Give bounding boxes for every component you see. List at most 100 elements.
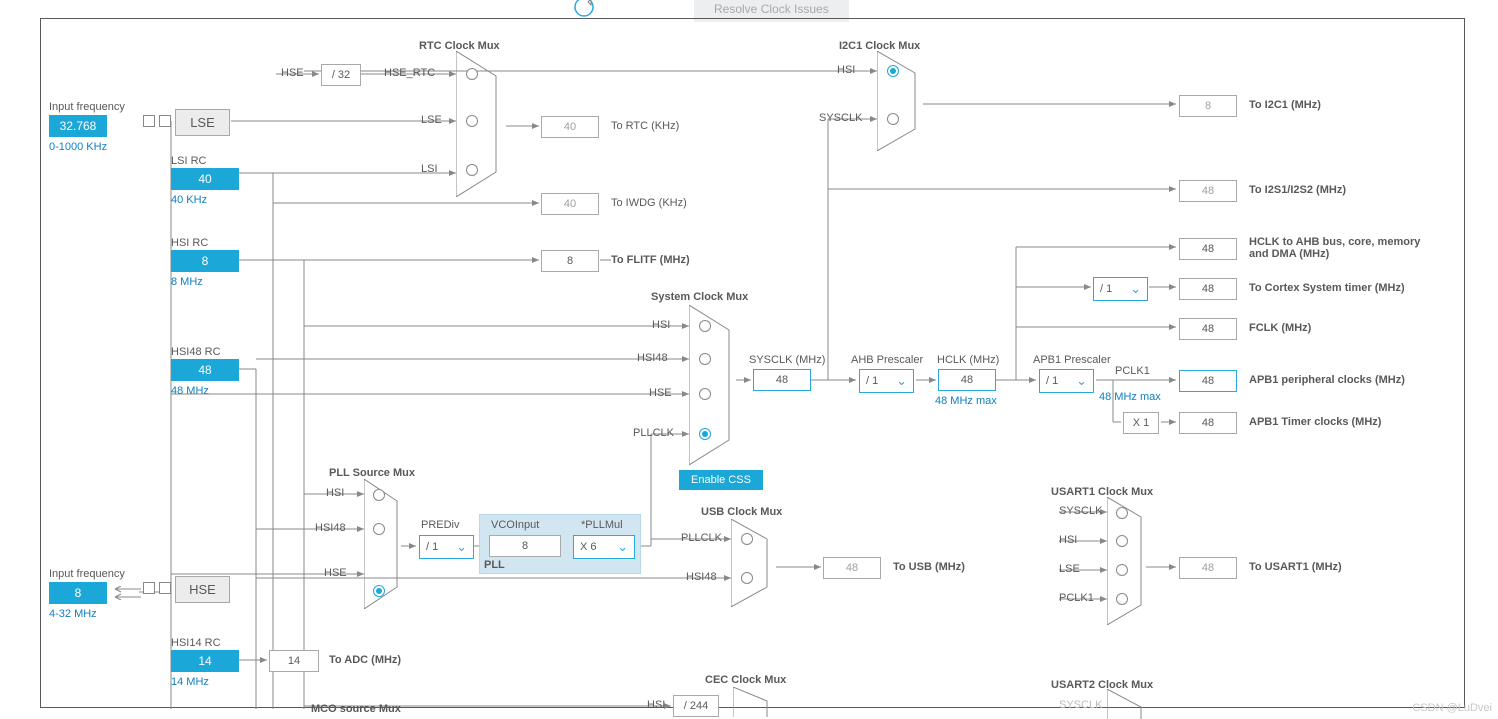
rtc-lsi-label: LSI	[421, 163, 438, 175]
pll-hsi48-label: HSI48	[315, 522, 346, 534]
usb-mux-pllclk-radio[interactable]	[741, 533, 753, 545]
watermark-text: CSDN @LuDvei	[1412, 702, 1492, 714]
prediv-select[interactable]: / 1	[419, 535, 474, 559]
pll-hse-label: HSE	[324, 567, 347, 579]
adc-out-value: 14	[269, 650, 319, 672]
input-freq-1-value[interactable]: 32.768	[49, 115, 107, 137]
sys-mux-pllclk-radio[interactable]	[699, 428, 711, 440]
i2c1-mux-sysclk-radio[interactable]	[887, 113, 899, 125]
sys-mux-hsi-radio[interactable]	[699, 320, 711, 332]
vco-value: 8	[489, 535, 561, 557]
hsi-label: HSI RC	[171, 237, 208, 249]
pll-hsi-label: HSI	[326, 487, 344, 499]
usart2-sysclk-label: SYSCLK	[1059, 699, 1102, 711]
hse-enable-checkbox[interactable]	[143, 582, 155, 594]
lse-block: LSE	[175, 109, 230, 136]
usart1-mux[interactable]	[1107, 497, 1149, 625]
usb-mux[interactable]	[731, 519, 776, 607]
usb-pllclk-label: PLLCLK	[681, 532, 722, 544]
usart1-sysclk-label: SYSCLK	[1059, 505, 1102, 517]
pll-mux-hsi-radio[interactable]	[373, 489, 385, 501]
adc-out-label: To ADC (MHz)	[329, 654, 401, 666]
lse-bypass-checkbox[interactable]	[159, 115, 171, 127]
input-freq-1-range: 0-1000 KHz	[49, 141, 107, 153]
sys-mux-title: System Clock Mux	[651, 291, 748, 303]
ahb-label: AHB Prescaler	[851, 354, 923, 366]
hsi14-unit: 14 MHz	[171, 676, 209, 688]
apb1-periph-out-value: 48	[1179, 370, 1237, 392]
rtc-mux-hse-radio[interactable]	[466, 68, 478, 80]
i2c1-mux[interactable]	[877, 51, 923, 151]
usart1-pclk1-label: PCLK1	[1059, 592, 1094, 604]
input-freq-2-label: Input frequency	[49, 568, 125, 580]
rtc-mux-lsi-radio[interactable]	[466, 164, 478, 176]
usart1-out-value: 48	[1179, 557, 1237, 579]
usb-hsi48-label: HSI48	[686, 571, 717, 583]
refresh-icon[interactable]	[571, 0, 597, 20]
i2c1-sysclk-label: SYSCLK	[819, 112, 862, 124]
hse-block: HSE	[175, 576, 230, 603]
vco-label: VCOInput	[491, 519, 539, 531]
hse-bypass-checkbox[interactable]	[159, 582, 171, 594]
usart1-mux-pclk1-radio[interactable]	[1116, 593, 1128, 605]
pclk1-label: PCLK1	[1115, 365, 1150, 377]
i2s-out-value: 48	[1179, 180, 1237, 202]
lsi-label: LSI RC	[171, 155, 206, 167]
rtc-mux[interactable]	[456, 51, 506, 197]
cortex-div-select[interactable]: / 1	[1093, 277, 1148, 301]
usart2-mux[interactable]	[1107, 689, 1149, 719]
iwdg-out-label: To IWDG (KHz)	[611, 197, 687, 209]
hsi48-unit: 48 MHz	[171, 385, 209, 397]
hclk-ahb-out-label: HCLK to AHB bus, core, memory and DMA (M…	[1249, 236, 1429, 260]
i2c1-out-value: 8	[1179, 95, 1237, 117]
i2c1-out-label: To I2C1 (MHz)	[1249, 99, 1321, 111]
input-freq-2-range: 4-32 MHz	[49, 608, 97, 620]
sys-hsi-label: HSI	[652, 319, 670, 331]
fclk-out-value: 48	[1179, 318, 1237, 340]
lsi-unit: 40 KHz	[171, 194, 207, 206]
input-freq-2-value[interactable]: 8	[49, 582, 107, 604]
hclk-label: HCLK (MHz)	[937, 354, 999, 366]
sys-clock-mux[interactable]	[689, 305, 737, 465]
rtc-hse-label: HSE	[281, 67, 304, 79]
apb1-select[interactable]: / 1	[1039, 369, 1094, 393]
rtc-hse-divider: / 32	[321, 64, 361, 86]
i2c1-mux-hsi-radio[interactable]	[887, 65, 899, 77]
rtc-lse-label: LSE	[421, 114, 442, 126]
cortex-out-value: 48	[1179, 278, 1237, 300]
cortex-out-label: To Cortex System timer (MHz)	[1249, 282, 1405, 294]
sys-mux-hsi48-radio[interactable]	[699, 353, 711, 365]
usart1-mux-sysclk-radio[interactable]	[1116, 507, 1128, 519]
pllmul-select[interactable]: X 6	[573, 535, 635, 559]
sysclk-value[interactable]: 48	[753, 369, 811, 391]
apb1-label: APB1 Prescaler	[1033, 354, 1111, 366]
usb-out-label: To USB (MHz)	[893, 561, 965, 573]
rtc-out-value: 40	[541, 116, 599, 138]
pllmul-label: *PLLMul	[581, 519, 623, 531]
pll-mux-hse-radio[interactable]	[373, 585, 385, 597]
lse-enable-checkbox[interactable]	[143, 115, 155, 127]
hclk-ahb-out-value: 48	[1179, 238, 1237, 260]
rtc-out-label: To RTC (KHz)	[611, 120, 679, 132]
hclk-value[interactable]: 48	[938, 369, 996, 391]
apb1-periph-out-label: APB1 peripheral clocks (MHz)	[1249, 374, 1405, 386]
enable-css-button[interactable]: Enable CSS	[679, 470, 763, 490]
rtc-mux-lse-radio[interactable]	[466, 115, 478, 127]
hsi48-label: HSI48 RC	[171, 346, 221, 358]
flitf-out-value: 8	[541, 250, 599, 272]
pll-mux-hsi48-radio[interactable]	[373, 523, 385, 535]
mco-mux-title: MCO source Mux	[311, 703, 401, 715]
rtc-hse-rtc-label: HSE_RTC	[384, 67, 435, 79]
sysclk-label: SYSCLK (MHz)	[749, 354, 825, 366]
i2s-out-label: To I2S1/I2S2 (MHz)	[1249, 184, 1346, 196]
usart1-mux-lse-radio[interactable]	[1116, 564, 1128, 576]
usb-mux-hsi48-radio[interactable]	[741, 572, 753, 584]
sys-mux-hse-radio[interactable]	[699, 388, 711, 400]
usb-out-value: 48	[823, 557, 881, 579]
fclk-out-label: FCLK (MHz)	[1249, 322, 1311, 334]
pll-label: PLL	[484, 559, 505, 571]
ahb-select[interactable]: / 1	[859, 369, 914, 393]
usart1-mux-hsi-radio[interactable]	[1116, 535, 1128, 547]
cec-divider: / 244	[673, 695, 719, 717]
cec-mux[interactable]	[733, 687, 775, 717]
